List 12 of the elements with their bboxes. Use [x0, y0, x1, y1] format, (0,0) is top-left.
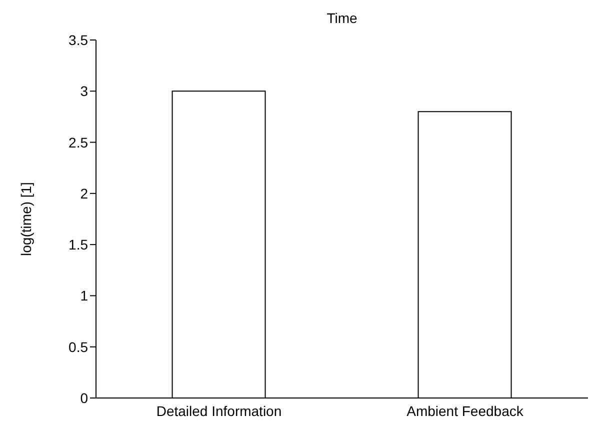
- y-tick-label: 3: [80, 83, 88, 100]
- x-tick-label: Detailed Information: [156, 402, 282, 419]
- y-tick-label: 3.5: [68, 32, 88, 48]
- y-tick-label: 2: [80, 185, 88, 202]
- y-tick-label: 2.5: [68, 134, 88, 150]
- y-tick-label: 0: [80, 390, 88, 406]
- y-tick-label: 1: [80, 288, 88, 304]
- y-axis-title: log(time) [1]: [18, 182, 34, 256]
- x-tick-label: Ambient Feedback: [406, 402, 524, 419]
- y-tick-label: 0.5: [68, 338, 88, 355]
- y-tick-label: 1.5: [68, 236, 88, 253]
- chart-title: Time: [326, 10, 358, 26]
